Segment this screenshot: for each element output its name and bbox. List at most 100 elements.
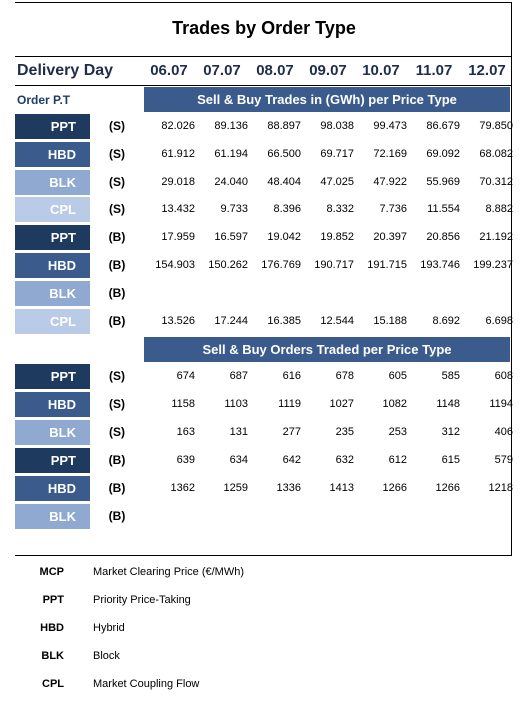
value-cell: 17.244 — [214, 314, 248, 327]
date-divider — [15, 85, 512, 86]
value-cell: 150.262 — [208, 259, 248, 271]
table-row: CPL (B) 13.526 17.244 16.385 12.544 15.188 8.69… — [0, 308, 528, 334]
price-type-badge: PPT — [15, 448, 90, 473]
value-cell: 1103 — [224, 398, 248, 410]
value-cell: 678 — [335, 370, 354, 382]
value-cell: 86.679 — [426, 120, 460, 132]
value-cell: 13.526 — [161, 314, 195, 327]
value-cell: 16.385 — [267, 314, 301, 327]
legend-item: BLK Block — [0, 650, 528, 668]
value-cell: 1218 — [488, 482, 513, 494]
value-cell: 88.897 — [267, 120, 301, 132]
side-label: (S) — [109, 146, 125, 161]
value-cell: 47.922 — [373, 175, 407, 188]
legend-abbr: BLK — [41, 650, 64, 662]
table-row: PPT (B) 17.959 16.597 19.042 19.852 20.397 20.8… — [0, 225, 528, 251]
value-cell: 79.850 — [479, 120, 513, 132]
value-cell: 66.500 — [267, 147, 301, 160]
value-cell: 20.397 — [373, 231, 407, 244]
value-cell: 17.959 — [161, 231, 195, 244]
value-cell: 312 — [441, 426, 460, 438]
legend-item: CPL Market Coupling Flow — [0, 678, 528, 696]
value-cell: 1158 — [171, 398, 195, 410]
value-cell: 72.169 — [373, 147, 407, 160]
value-cell: 632 — [335, 454, 354, 466]
legend-abbr: MCP — [39, 566, 64, 578]
date-header: 07.07 — [203, 62, 241, 79]
value-cell: 99.473 — [373, 120, 407, 132]
value-cell: 19.852 — [320, 231, 354, 244]
value-cell: 1266 — [382, 482, 407, 494]
date-header: 08.07 — [256, 62, 294, 79]
value-cell: 8.882 — [485, 203, 513, 216]
value-cell: 235 — [335, 426, 354, 438]
value-cell: 9.733 — [220, 203, 248, 216]
price-type-badge: BLK — [15, 169, 90, 195]
value-cell: 176.769 — [261, 259, 301, 271]
legend-item: HBD Hybrid — [0, 622, 528, 640]
value-cell: 605 — [388, 370, 407, 382]
right-border — [511, 2, 512, 555]
value-cell: 634 — [229, 454, 248, 466]
value-cell: 154.903 — [155, 259, 195, 271]
value-cell: 406 — [494, 426, 513, 438]
value-cell: 55.969 — [426, 175, 460, 188]
value-cell: 1027 — [329, 398, 354, 410]
table-row: BLK (B) — [0, 504, 528, 529]
value-cell: 191.715 — [367, 259, 407, 271]
value-cell: 1194 — [489, 398, 513, 410]
value-cell: 1259 — [223, 482, 248, 494]
value-cell: 7.736 — [379, 203, 407, 216]
value-cell: 1148 — [436, 398, 460, 410]
date-header: 09.07 — [309, 62, 347, 79]
value-cell: 608 — [494, 370, 513, 382]
value-cell: 8.332 — [326, 203, 354, 216]
value-cell: 69.717 — [320, 147, 354, 160]
value-cell: 1336 — [276, 482, 301, 494]
side-label: (B) — [108, 258, 126, 272]
side-label: (S) — [109, 397, 125, 411]
side-label: (B) — [108, 481, 126, 495]
value-cell: 277 — [282, 426, 301, 438]
value-cell: 687 — [229, 370, 248, 382]
price-type-badge: PPT — [15, 225, 90, 251]
value-cell: 639 — [176, 454, 195, 466]
date-header: 10.07 — [362, 62, 400, 79]
value-cell: 615 — [441, 454, 460, 466]
value-cell: 6.698 — [485, 314, 513, 327]
price-type-badge: HBD — [15, 392, 90, 417]
value-cell: 253 — [388, 426, 407, 438]
legend-desc: Hybrid — [93, 622, 125, 634]
legend-abbr: HBD — [40, 622, 64, 634]
legend-abbr: CPL — [42, 678, 64, 690]
value-cell: 68.082 — [479, 147, 513, 160]
value-cell: 15.188 — [373, 314, 407, 327]
legend-item: MCP Market Clearing Price (€/MWh) — [0, 566, 528, 584]
legend-desc: Priority Price-Taking — [93, 594, 191, 606]
value-cell: 616 — [282, 370, 301, 382]
value-cell: 12.544 — [320, 314, 354, 327]
delivery-day-label: Delivery Day — [17, 62, 114, 79]
title-divider — [15, 56, 512, 57]
date-header: 06.07 — [150, 62, 188, 79]
value-cell: 61.912 — [161, 147, 195, 160]
side-label: (S) — [109, 425, 125, 439]
value-cell: 131 — [229, 426, 248, 438]
legend-abbr: PPT — [42, 594, 64, 606]
side-label: (B) — [108, 313, 126, 328]
value-cell: 674 — [176, 370, 195, 382]
price-type-badge: HBD — [15, 253, 90, 278]
side-label: (B) — [108, 230, 126, 245]
value-cell: 29.018 — [161, 175, 195, 188]
price-type-badge: PPT — [15, 114, 90, 139]
side-label: (B) — [108, 453, 126, 467]
price-type-badge: BLK — [15, 420, 90, 445]
table-row: BLK (S) 163 131 277 235 253 312 406 — [0, 420, 528, 445]
price-type-badge: CPL — [15, 197, 90, 223]
value-cell: 163 — [176, 426, 195, 438]
date-header: 12.07 — [468, 62, 506, 79]
table-row: BLK (S) 29.018 24.040 48.404 47.025 47.922 55.9… — [0, 169, 528, 195]
table-row: BLK (B) — [0, 280, 528, 306]
value-cell: 642 — [282, 454, 301, 466]
value-cell: 8.396 — [273, 203, 301, 216]
